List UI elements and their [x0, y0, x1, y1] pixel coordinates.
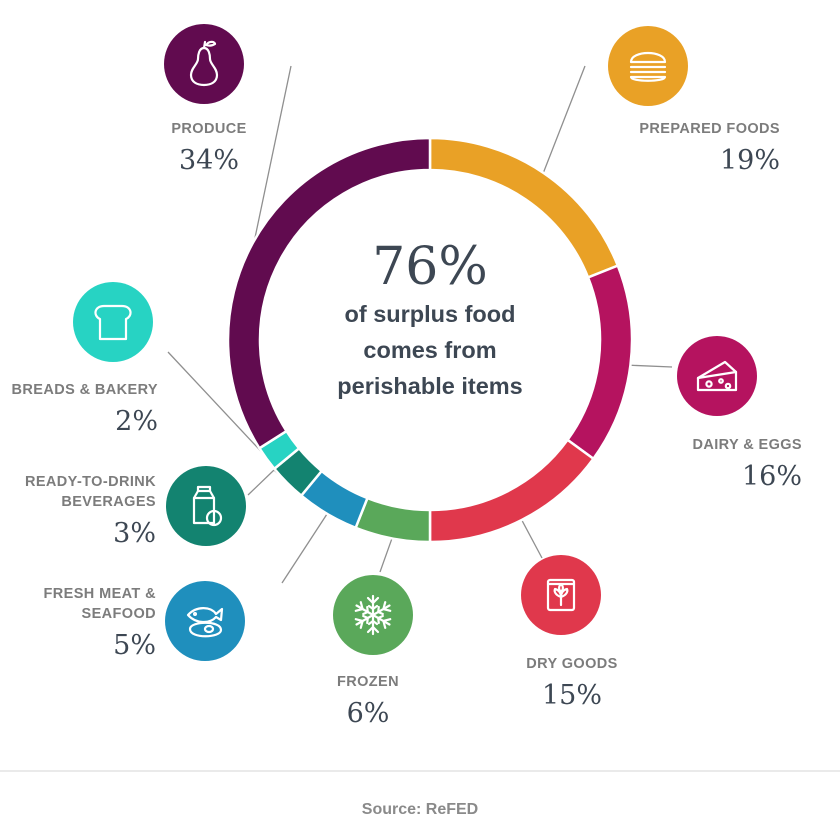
slice-cheese — [565, 264, 634, 461]
center-line-3: perishable items — [337, 373, 522, 399]
beverage-icon — [166, 466, 246, 546]
center-percentage: 76% — [372, 237, 488, 297]
category-name: SEAFOOD — [82, 606, 157, 622]
category-percentage: 6% — [347, 698, 390, 729]
category-percentage: 15% — [542, 680, 602, 711]
category-name: DRY GOODS — [526, 656, 617, 672]
connector-fish-meat — [281, 512, 329, 584]
category-percentage: 3% — [113, 518, 156, 549]
bread-icon — [73, 282, 153, 362]
grain-bag-icon — [521, 555, 601, 635]
connector-burger — [542, 65, 586, 174]
label-fish-meat: FRESH MEAT & SEAFOOD 5% — [44, 586, 157, 661]
donut-ring — [226, 136, 634, 544]
connector-snowflake — [379, 537, 393, 573]
source-note: Source: ReFED — [362, 801, 478, 818]
snowflake-icon — [333, 575, 413, 655]
label-cheese: DAIRY & EGGS 16% — [692, 437, 802, 492]
label-grain-bag: DRY GOODS 15% — [526, 656, 617, 711]
category-percentage: 34% — [179, 145, 239, 176]
slice-grain-bag — [428, 438, 596, 544]
label-burger: PREPARED FOODS 19% — [639, 121, 780, 176]
category-icons — [73, 24, 757, 661]
label-snowflake: FROZEN 6% — [337, 674, 399, 729]
category-name: PREPARED FOODS — [639, 121, 780, 137]
slice-snowflake — [354, 496, 432, 544]
label-pear: PRODUCE 34% — [171, 121, 246, 176]
category-percentage: 16% — [742, 461, 802, 492]
fish-meat-icon — [165, 581, 245, 661]
connector-grain-bag — [520, 518, 543, 559]
category-name: BREADS & BAKERY — [12, 382, 158, 398]
category-percentage: 5% — [113, 630, 156, 661]
connector-bread — [167, 351, 268, 459]
category-percentage: 19% — [720, 145, 780, 176]
connector-cheese — [629, 364, 673, 368]
center-text: 76% of surplus food comes from perishabl… — [337, 237, 522, 399]
center-line-1: of surplus food — [344, 301, 515, 327]
label-bread: BREADS & BAKERY 2% — [12, 382, 158, 437]
category-name: PRODUCE — [171, 121, 246, 137]
category-name: FRESH MEAT & — [44, 586, 157, 602]
category-name: DAIRY & EGGS — [692, 437, 802, 453]
category-labels: PREPARED FOODS 19% DAIRY & EGGS 16% DRY GOOD… — [12, 121, 802, 729]
slice-pear — [226, 136, 432, 450]
category-name: FROZEN — [337, 674, 399, 690]
label-beverage: READY-TO-DRINK BEVERAGES 3% — [25, 474, 156, 549]
center-line-2: comes from — [363, 337, 496, 363]
category-name: READY-TO-DRINK — [25, 474, 156, 490]
category-percentage: 2% — [115, 406, 158, 437]
burger-icon — [608, 26, 688, 106]
category-name: BEVERAGES — [61, 494, 156, 510]
pear-icon — [164, 24, 244, 104]
connector-pear — [253, 65, 292, 244]
cheese-icon — [677, 336, 757, 416]
